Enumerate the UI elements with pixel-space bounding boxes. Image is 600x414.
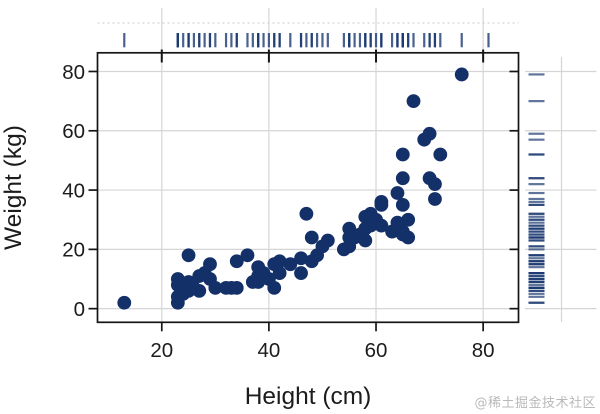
- watermark: @稀土掘金技术社区: [474, 396, 596, 411]
- data-point: [208, 281, 223, 295]
- data-point: [428, 192, 442, 206]
- data-point: [395, 147, 410, 162]
- data-point: [192, 283, 207, 298]
- data-point: [374, 195, 389, 209]
- data-point: [299, 206, 314, 221]
- data-point: [395, 197, 410, 212]
- data-point: [117, 295, 132, 310]
- y-tick-label: 60: [62, 120, 85, 143]
- data-point: [390, 186, 405, 200]
- data-point: [401, 230, 416, 245]
- plot-border: [96, 51, 520, 324]
- x-tick-label: 40: [257, 339, 280, 362]
- data-point: [401, 212, 416, 227]
- data-point: [304, 230, 319, 245]
- data-point: [267, 281, 282, 295]
- data-point: [395, 171, 410, 186]
- data-point: [406, 94, 421, 109]
- data-point: [229, 281, 244, 295]
- data-point: [229, 254, 244, 269]
- x-tick-label: 80: [472, 339, 495, 362]
- data-point: [294, 266, 308, 280]
- data-point: [428, 177, 442, 192]
- data-point: [240, 248, 255, 263]
- data-point: [294, 251, 308, 266]
- data-point: [422, 126, 437, 141]
- data-point: [181, 248, 196, 263]
- y-tick-label: 40: [62, 179, 85, 202]
- data-point: [283, 257, 298, 272]
- x-tick-label: 60: [365, 339, 388, 362]
- data-point: [374, 218, 389, 233]
- data-point: [170, 272, 185, 286]
- data-point: [272, 266, 287, 280]
- y-tick-label: 0: [74, 298, 85, 321]
- x-axis-title: Height (cm): [245, 383, 372, 410]
- data-point: [272, 254, 287, 269]
- x-tick-label: 20: [150, 339, 173, 362]
- y-tick-label: 20: [62, 239, 85, 262]
- data-point: [433, 147, 448, 162]
- data-point: [454, 67, 469, 82]
- data-point: [320, 233, 335, 248]
- data-point: [203, 257, 217, 272]
- y-axis-title: Weight (kg): [0, 125, 27, 250]
- y-tick-label: 80: [62, 61, 85, 84]
- data-point: [358, 233, 373, 248]
